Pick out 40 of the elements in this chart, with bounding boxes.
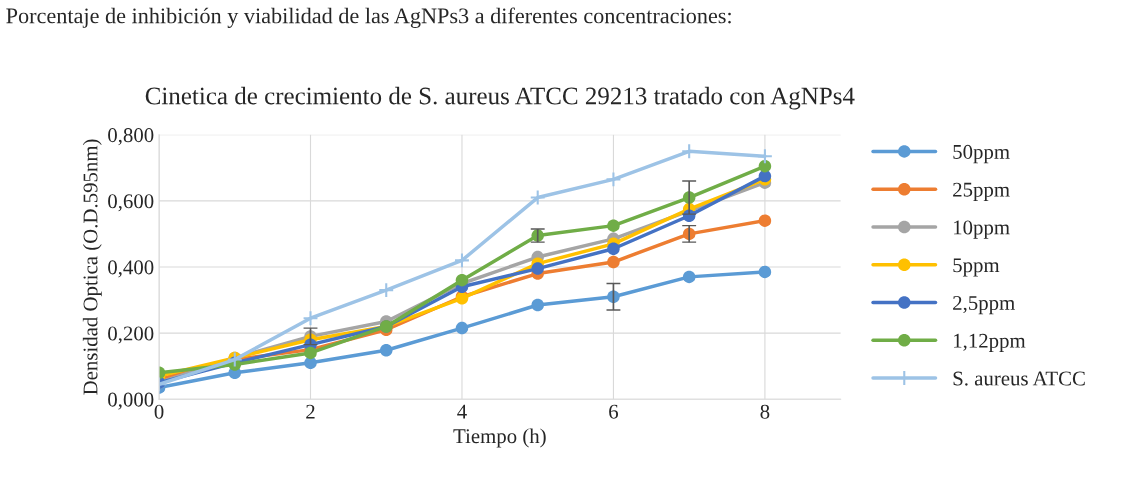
x-tick-label: 4 <box>457 404 467 419</box>
legend-label: 2,5ppm <box>953 296 1015 315</box>
legend-label: 50ppm <box>953 144 1010 164</box>
legend-label: 1,12ppm <box>954 333 1026 353</box>
point <box>607 242 620 256</box>
x-tick-label: 2 <box>306 404 315 419</box>
point <box>531 262 544 275</box>
point <box>455 321 469 335</box>
legend-label: 10ppm <box>954 220 1010 239</box>
point <box>682 270 696 284</box>
y-tick-label: 0,600 <box>108 194 154 212</box>
y-axis-title: Densidad Optica (O.D.595nm) <box>82 139 102 395</box>
point <box>455 273 469 287</box>
y-tick-label: 0,800 <box>108 128 154 146</box>
point <box>758 265 772 279</box>
point <box>378 282 395 299</box>
point <box>758 214 772 227</box>
legend-label: 25ppm <box>953 182 1010 201</box>
legend-label: S. aureus ATCC <box>953 371 1085 386</box>
point <box>531 298 544 312</box>
x-tick-label: 0 <box>154 404 164 419</box>
point <box>756 148 773 165</box>
legend-label: 5ppm <box>953 258 1000 277</box>
point <box>607 219 620 232</box>
point <box>529 189 546 206</box>
text: Porcentaje de inhibición y viabilidad de las AgNPs3 a diferentes concentraciones: <box>6 7 731 28</box>
x-tick-label: 8 <box>760 404 770 419</box>
chart-title: Cinetica de crecimiento de S. aureus ATCC 29213 tratado con AgNPs4 <box>145 86 855 110</box>
point <box>758 159 772 173</box>
point <box>379 344 393 357</box>
x-axis-title: Tiempo (h) <box>453 428 546 448</box>
point <box>453 252 470 269</box>
point <box>304 346 317 360</box>
y-tick-label: 0,000 <box>108 392 154 410</box>
x-tick-label: 6 <box>609 404 619 419</box>
point <box>607 255 620 269</box>
point <box>302 310 319 327</box>
point <box>605 171 622 188</box>
y-tick-label: 0,400 <box>108 260 154 278</box>
y-tick-label: 0,200 <box>108 326 154 344</box>
